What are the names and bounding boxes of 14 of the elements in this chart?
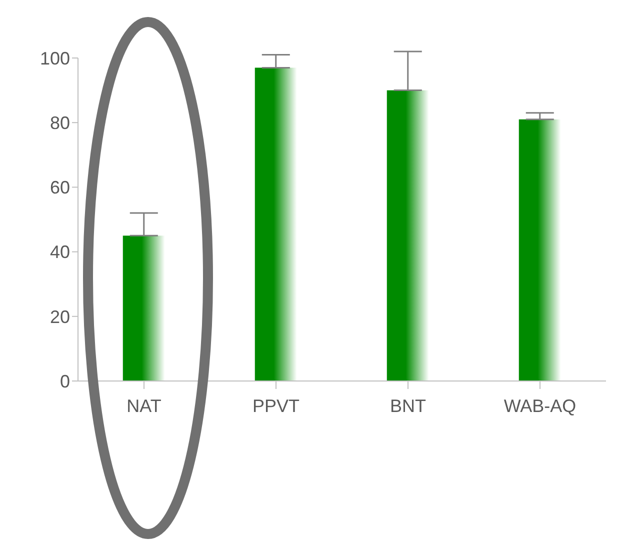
bar [254,68,297,381]
y-tick-label: 80 [50,112,70,133]
y-tick-label: 100 [40,48,70,68]
x-tick-label: BNT [390,396,426,416]
bar [518,119,561,381]
x-tick-label: PPVT [252,396,300,416]
y-tick-label: 0 [60,371,70,392]
bar [386,90,429,381]
y-tick-label: 40 [50,242,70,262]
bar [122,236,165,381]
y-tick-label: 60 [50,178,70,198]
y-tick-label: 20 [50,306,70,327]
x-tick-label: NAT [126,396,162,416]
x-tick-label: WAB-AQ [504,396,576,416]
